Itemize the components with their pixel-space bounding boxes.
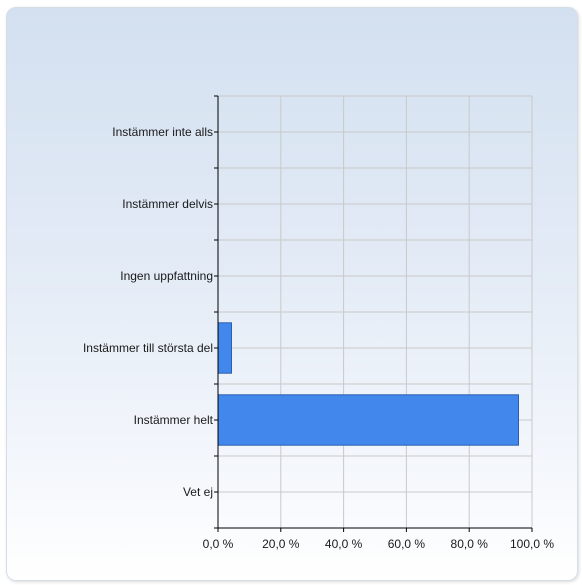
category-label: Vet ej (183, 485, 213, 499)
chart-panel (6, 7, 578, 581)
bars (217, 322, 519, 446)
category-label: Instämmer till största del (83, 341, 213, 355)
labels: Instämmer inte alls Instämmer delvis Ingen… (83, 125, 554, 551)
x-tick-label: 0,0 % (203, 537, 234, 551)
x-tick-label: 100,0 % (510, 537, 554, 551)
bar (217, 394, 519, 446)
axes (214, 95, 533, 532)
category-label: Instämmer helt (134, 413, 214, 427)
category-label: Instämmer inte alls (112, 125, 213, 139)
category-label: Ingen uppfattning (120, 269, 213, 283)
category-label: Instämmer delvis (122, 197, 213, 211)
bar (217, 322, 233, 374)
x-tick-label: 40,0 % (325, 537, 363, 551)
x-tick-label: 20,0 % (262, 537, 300, 551)
x-tick-label: 60,0 % (388, 537, 426, 551)
grid-lines (218, 95, 533, 528)
x-tick-label: 80,0 % (451, 537, 489, 551)
